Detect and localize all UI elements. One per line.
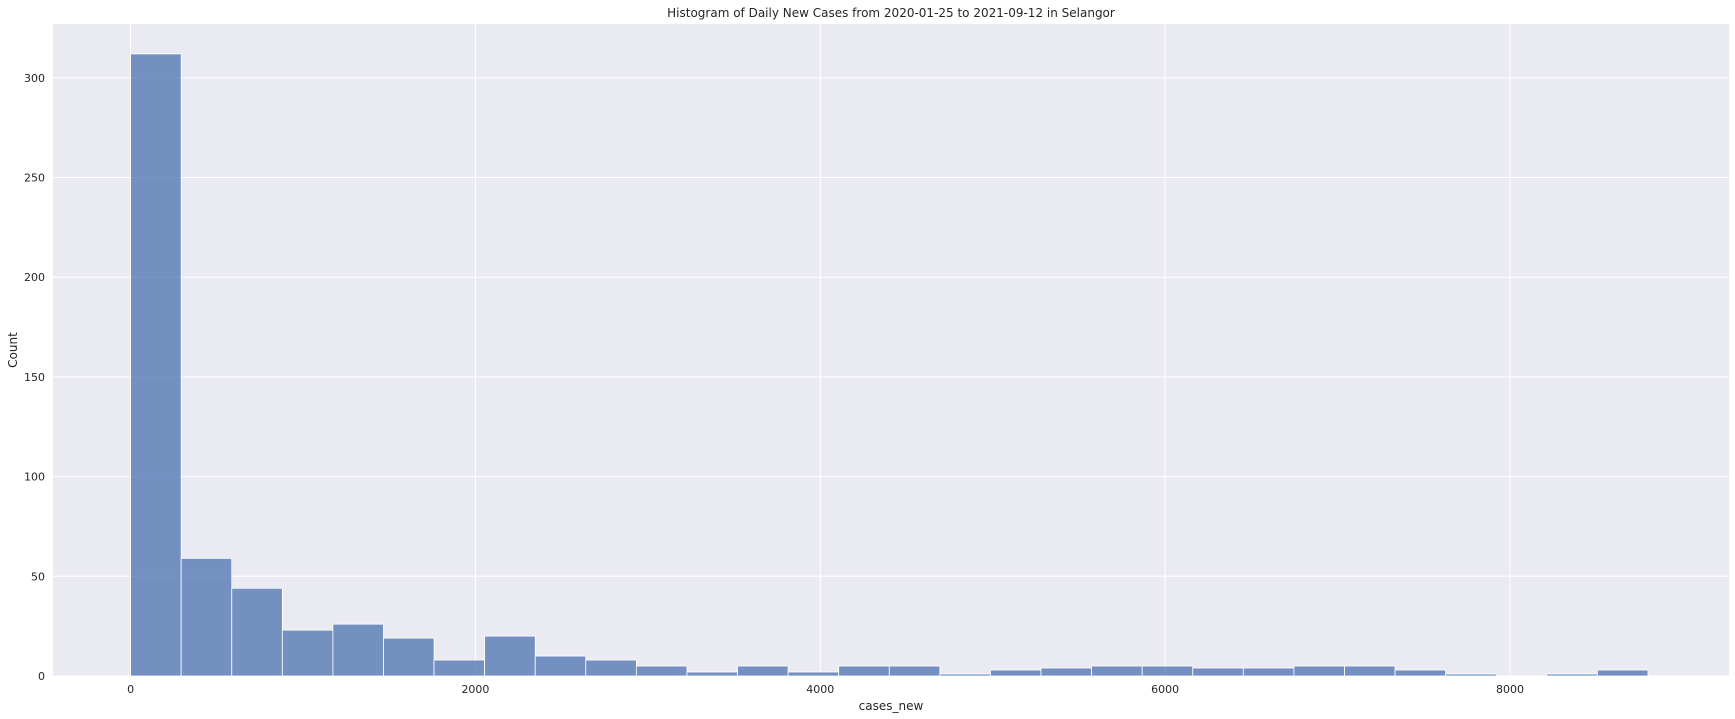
y-tick-labels: 0 50 100 150 200 250 300 xyxy=(24,72,45,683)
histogram-bar xyxy=(888,665,941,677)
y-tick-label: 200 xyxy=(24,271,45,284)
histogram-bar xyxy=(383,637,435,677)
plot-background xyxy=(53,24,1729,676)
histogram-bar xyxy=(1596,669,1649,677)
histogram-bar xyxy=(787,671,840,677)
histogram-bar xyxy=(130,53,182,677)
histogram-bar xyxy=(1546,673,1598,677)
x-tick-label: 2000 xyxy=(461,683,489,696)
y-tick-label: 300 xyxy=(24,72,45,85)
histogram-bar xyxy=(1242,667,1295,677)
histogram-bar xyxy=(534,655,587,677)
histogram-bar xyxy=(990,669,1042,677)
y-tick-label: 250 xyxy=(24,172,45,185)
y-tick-label: 50 xyxy=(31,570,45,583)
histogram-bar xyxy=(737,665,789,677)
histogram-bar xyxy=(433,659,486,677)
y-tick-label: 150 xyxy=(24,371,45,384)
histogram-bar xyxy=(231,587,283,677)
histogram-bar xyxy=(1445,673,1497,677)
histogram-bar xyxy=(1344,665,1396,677)
x-tick-label: 0 xyxy=(127,683,134,696)
x-tick-labels: 0 2000 4000 6000 8000 xyxy=(127,683,1524,696)
histogram-bar xyxy=(281,629,334,677)
histogram-bar xyxy=(939,673,991,677)
histogram-bar xyxy=(1192,667,1244,677)
histogram-bar xyxy=(1091,665,1143,677)
histogram-bar xyxy=(686,671,738,677)
histogram-bar xyxy=(484,635,536,677)
histogram-bar xyxy=(332,623,384,677)
chart-title: Histogram of Daily New Cases from 2020-0… xyxy=(667,6,1115,20)
histogram-bar xyxy=(585,659,637,677)
histogram-bar xyxy=(1040,667,1092,677)
x-axis-label: cases_new xyxy=(859,699,924,713)
x-tick-label: 6000 xyxy=(1151,683,1179,696)
y-axis-label: Count xyxy=(6,332,20,368)
histogram-bar xyxy=(180,557,233,677)
y-tick-label: 0 xyxy=(38,670,45,683)
bars-group xyxy=(130,53,1649,677)
histogram-bar xyxy=(838,665,890,677)
histogram-bar xyxy=(1141,665,1194,677)
histogram-bar xyxy=(1394,669,1447,677)
x-tick-label: 8000 xyxy=(1496,683,1524,696)
y-tick-label: 100 xyxy=(24,471,45,484)
histogram-bar xyxy=(635,665,688,677)
x-tick-label: 4000 xyxy=(806,683,834,696)
histogram-bar xyxy=(1293,665,1345,677)
